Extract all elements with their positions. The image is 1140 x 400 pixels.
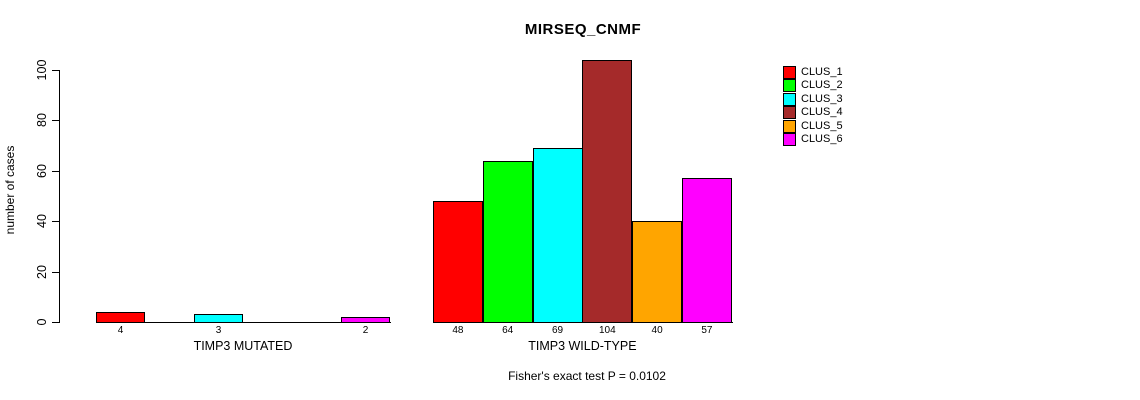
chart-title: MIRSEQ_CNMF [524,21,642,38]
y-tick [52,221,59,223]
group-label-timp3-mutated: TIMP3 MUTATED [193,339,293,353]
bar-value-label: 3 [215,325,222,336]
bar-clus_6-mutated [341,317,390,323]
bar-clus_6-wildtype [682,178,732,323]
bar-value-label: 2 [362,325,369,336]
y-tick-label: 100 [35,59,49,81]
legend-swatch-clus_2 [783,79,796,93]
bar-value-label: 57 [701,325,713,336]
legend-label: CLUS_6 [801,133,843,145]
bar-clus_3-wildtype [533,148,583,323]
bar-value-label: 69 [551,325,564,336]
bar-value-label: 64 [502,325,514,336]
group-label-timp3-wild-type: TIMP3 WILD-TYPE [528,339,637,353]
legend-label: CLUS_5 [801,119,843,132]
y-tick-label: 20 [35,264,49,279]
legend-label: CLUS_2 [801,79,843,92]
bar-clus_1-wildtype [433,201,483,323]
bar-clus_1-mutated [96,312,145,323]
y-tick-label: 40 [35,214,49,229]
y-tick [52,322,59,323]
legend-swatch-clus_4 [783,106,796,120]
y-axis-line [59,70,60,323]
y-tick [52,271,59,273]
legend-swatch-clus_3 [783,92,796,106]
subtitle-fisher-test: Fisher's exact test P = 0.0102 [508,369,666,383]
y-tick-label: 0 [35,318,49,326]
bar-value-label: 48 [452,325,464,336]
legend-label: CLUS_4 [801,106,843,119]
legend-label: CLUS_3 [801,92,843,105]
legend-swatch-clus_6 [783,133,796,146]
bar-clus_5-wildtype [632,221,682,323]
y-tick [52,120,59,122]
x-axis-baseline [96,322,391,323]
y-tick-label: 60 [35,163,49,178]
legend-label: CLUS_1 [801,66,843,78]
y-tick [52,170,59,172]
bar-value-label: 4 [117,325,124,336]
y-tick-label: 80 [35,113,49,128]
legend-swatch-clus_1 [783,66,796,79]
y-tick [52,70,59,71]
bar-value-label: 40 [651,325,663,336]
bar-clus_3-mutated [194,314,243,323]
legend-swatch-clus_5 [783,119,796,133]
bar-clus_2-wildtype [483,161,533,323]
bar-clus_4-wildtype [582,60,632,323]
y-axis-label: number of cases [3,145,17,235]
bar-value-label: 104 [598,325,616,336]
